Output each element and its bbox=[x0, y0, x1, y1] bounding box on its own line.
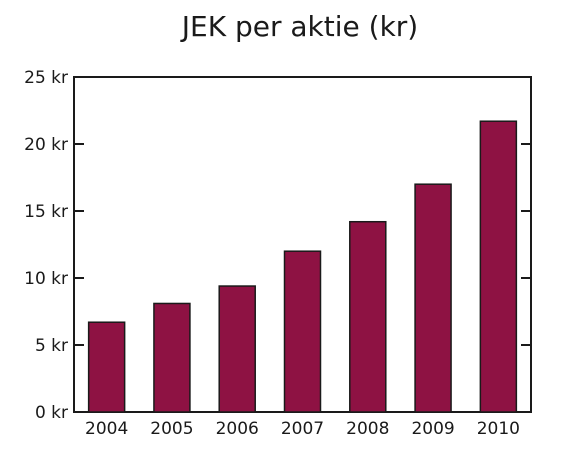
bar-2007 bbox=[283, 250, 322, 413]
bar-2005 bbox=[153, 302, 191, 413]
x-tick-label: 2010 bbox=[477, 419, 520, 439]
bar-2008 bbox=[349, 220, 387, 413]
y-tick-label: 0 kr bbox=[35, 403, 68, 423]
x-tick-label: 2006 bbox=[216, 419, 259, 439]
bar-series bbox=[87, 120, 518, 413]
bar-2009 bbox=[414, 183, 452, 413]
x-tick-label: 2007 bbox=[281, 419, 324, 439]
x-tick-label: 2005 bbox=[150, 419, 193, 439]
bar-2004 bbox=[87, 321, 126, 413]
bar-2010 bbox=[479, 120, 518, 413]
chart-title: JEK per aktie (kr) bbox=[180, 10, 418, 43]
y-tick-label: 5 kr bbox=[35, 336, 68, 356]
x-axis: 2004 2005 2006 2007 2008 2009 2010 bbox=[85, 419, 520, 439]
y-tick-label: 20 kr bbox=[24, 135, 68, 155]
x-tick-label: 2008 bbox=[346, 419, 389, 439]
y-axis: 0 kr 5 kr 10 kr 15 kr 20 kr 25 kr bbox=[24, 68, 531, 423]
y-tick-label: 10 kr bbox=[24, 269, 68, 289]
bar-2006 bbox=[218, 285, 256, 413]
y-tick-label: 15 kr bbox=[24, 202, 68, 222]
x-tick-label: 2009 bbox=[411, 419, 454, 439]
x-tick-label: 2004 bbox=[85, 419, 128, 439]
y-tick-label: 25 kr bbox=[24, 68, 68, 88]
